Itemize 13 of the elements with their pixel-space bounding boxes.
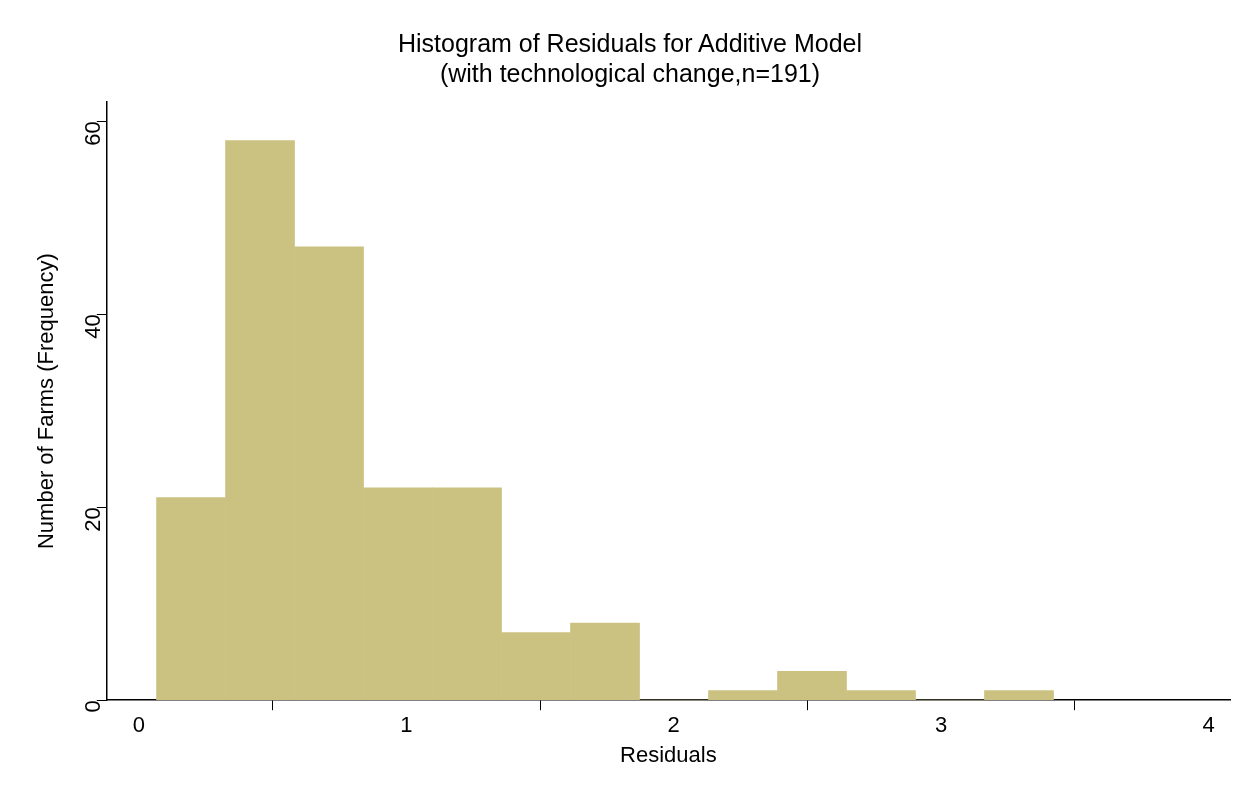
x-tick-label: 1 bbox=[400, 712, 413, 738]
y-axis-title: Number of Farms (Frequency) bbox=[33, 253, 59, 550]
x-tick-label: 4 bbox=[1202, 712, 1215, 738]
x-tick-label: 2 bbox=[667, 712, 680, 738]
x-axis-title: Residuals bbox=[620, 741, 717, 767]
x-tick-label: 3 bbox=[935, 712, 948, 738]
x-tick-label: 0 bbox=[132, 712, 146, 738]
y-tick-label: 40 bbox=[79, 314, 105, 339]
text: Histogram of Residuals for Additive Model bbox=[397, 28, 863, 57]
y-tick-label: 60 bbox=[79, 121, 105, 146]
text: (with technological change,n=191) bbox=[439, 58, 821, 87]
y-tick-label: 20 bbox=[79, 507, 105, 532]
y-tick-label: 0 bbox=[79, 700, 105, 713]
